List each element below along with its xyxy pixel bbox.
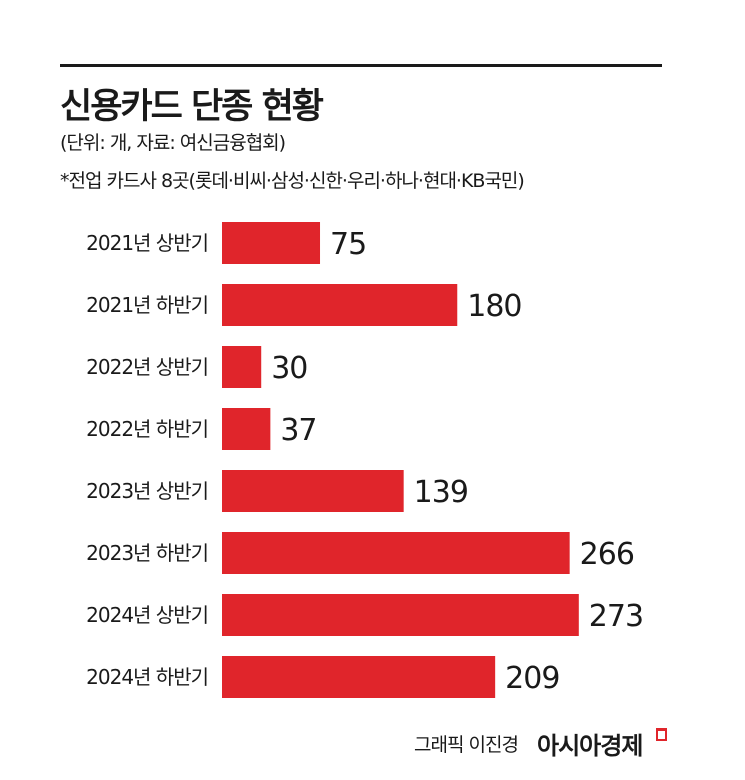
bar: [222, 346, 262, 388]
category-label: 2022년 하반기: [86, 417, 208, 441]
category-label: 2022년 상반기: [86, 355, 208, 379]
graphic-credit: 그래픽 이진경: [414, 734, 519, 756]
value-label: 273: [589, 599, 643, 634]
chart-title: 신용카드 단종 현황: [60, 87, 324, 127]
value-label: 180: [467, 289, 521, 324]
category-label: 2023년 상반기: [86, 479, 208, 503]
category-label: 2023년 하반기: [86, 541, 208, 565]
bar: [222, 408, 271, 450]
bar: [222, 470, 404, 512]
value-label: 209: [505, 661, 559, 696]
publisher-logo: 아시아경제: [537, 732, 643, 760]
category-label: 2024년 상반기: [86, 603, 208, 627]
category-label: 2021년 하반기: [86, 293, 208, 317]
category-label: 2021년 상반기: [86, 231, 208, 255]
value-label: 30: [271, 351, 307, 386]
bar: [222, 284, 458, 326]
bar: [222, 222, 321, 264]
bar: [222, 532, 570, 574]
bar: [222, 656, 496, 698]
category-label: 2024년 하반기: [86, 665, 208, 689]
value-label: 75: [330, 227, 366, 262]
top-rule: [60, 64, 662, 67]
logo-mark-icon: [656, 728, 667, 741]
value-label: 139: [414, 475, 468, 510]
value-label: 266: [580, 537, 634, 572]
chart-subtitle: (단위: 개, 자료: 여신금융협회): [60, 132, 286, 154]
bar: [222, 594, 579, 636]
value-label: 37: [280, 413, 316, 448]
chart-note: *전업 카드사 8곳(롯데·비씨·삼성·신한·우리·하나·현대·KB국민): [60, 170, 525, 192]
